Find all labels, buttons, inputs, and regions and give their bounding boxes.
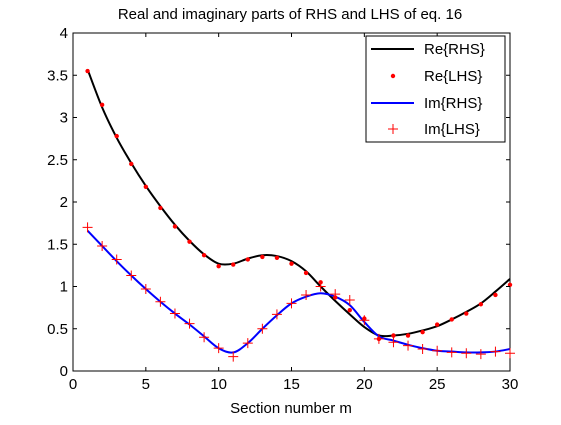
x-tick-label: 20 bbox=[356, 376, 373, 393]
data-point-plus bbox=[388, 337, 399, 348]
data-point-dot bbox=[478, 302, 484, 307]
data-point-plus bbox=[490, 346, 501, 357]
data-point-plus bbox=[111, 254, 122, 265]
data-point-dot bbox=[114, 133, 119, 139]
data-point-plus bbox=[359, 315, 370, 326]
data-point-dot bbox=[143, 184, 149, 189]
data-point-plus bbox=[505, 348, 515, 359]
data-point-dot bbox=[347, 307, 352, 313]
data-point-plus bbox=[301, 289, 312, 300]
y-tick-label: 3 bbox=[60, 110, 68, 127]
data-point-dot bbox=[85, 68, 90, 74]
y-tick-label: 1 bbox=[60, 279, 68, 296]
data-point-dot bbox=[216, 264, 221, 269]
x-tick-label: 30 bbox=[502, 376, 519, 393]
legend-box bbox=[365, 35, 506, 143]
data-point-dot bbox=[201, 253, 207, 258]
data-point-dot bbox=[129, 161, 134, 167]
y-tick-label: 2.5 bbox=[47, 152, 68, 169]
data-point-dot bbox=[507, 282, 513, 288]
x-tick-label: 5 bbox=[142, 376, 150, 393]
data-point-plus bbox=[403, 340, 414, 351]
data-point-dot bbox=[245, 257, 250, 262]
data-point-dot bbox=[172, 224, 178, 229]
y-tick-label: 1.5 bbox=[47, 236, 68, 253]
data-point-plus bbox=[199, 332, 210, 343]
data-point-dot bbox=[493, 292, 498, 298]
y-tick-label: 0 bbox=[60, 363, 68, 380]
data-point-plus bbox=[373, 333, 384, 344]
data-point-dot bbox=[464, 311, 469, 316]
legend-label: Re{LHS} bbox=[424, 68, 482, 85]
data-point-plus bbox=[330, 289, 341, 300]
series-relhs bbox=[85, 68, 513, 342]
data-point-plus bbox=[169, 308, 180, 319]
data-point-plus bbox=[344, 295, 355, 306]
data-point-plus bbox=[82, 222, 93, 233]
legend-swatch-dot bbox=[390, 73, 396, 79]
legend-label: Im{LHS} bbox=[424, 121, 480, 138]
data-point-plus bbox=[475, 349, 486, 360]
x-tick-label: 0 bbox=[69, 376, 77, 393]
chart-title: Real and imaginary parts of RHS and LHS … bbox=[118, 6, 462, 23]
y-tick-label: 4 bbox=[60, 25, 68, 42]
data-point-dot bbox=[99, 102, 105, 108]
legend-swatch-plus bbox=[388, 124, 398, 134]
data-point-dot bbox=[405, 333, 411, 338]
data-point-plus bbox=[97, 240, 108, 251]
series-layer bbox=[82, 68, 515, 362]
data-point-plus bbox=[461, 348, 472, 359]
y-tick-label: 3.5 bbox=[47, 67, 68, 84]
data-point-plus bbox=[257, 323, 268, 334]
legend: Re{RHS} Re{LHS} Im{RHS} Im{LHS} bbox=[365, 35, 506, 143]
data-point-plus bbox=[286, 298, 297, 309]
data-point-dot bbox=[434, 322, 440, 327]
data-point-dot bbox=[158, 205, 163, 211]
data-point-dot bbox=[260, 254, 265, 260]
x-tick-label: 25 bbox=[429, 376, 446, 393]
data-point-plus bbox=[242, 338, 253, 349]
x-tick-label: 15 bbox=[283, 376, 300, 393]
axes-layer: 0 5 10 15 20 25 30 0 0.5 1 1.5 2 2.5 3 3.5 4 bbox=[47, 25, 518, 393]
data-point-plus bbox=[446, 347, 457, 358]
data-point-plus bbox=[184, 318, 195, 329]
series-imlhs bbox=[82, 222, 515, 362]
data-point-plus bbox=[228, 351, 239, 362]
data-point-dot bbox=[289, 261, 294, 266]
data-point-dot bbox=[187, 239, 192, 244]
data-point-plus bbox=[140, 284, 151, 295]
data-point-plus bbox=[271, 309, 282, 320]
data-point-dot bbox=[231, 262, 236, 267]
data-point-dot bbox=[391, 333, 396, 338]
data-point-plus bbox=[126, 270, 137, 281]
data-point-plus bbox=[315, 281, 326, 292]
legend-label: Im{RHS} bbox=[424, 95, 482, 112]
data-point-dot bbox=[420, 329, 425, 335]
x-axis-label: Section number m bbox=[230, 400, 352, 417]
data-point-plus bbox=[213, 343, 224, 354]
y-tick-label: 2 bbox=[60, 194, 68, 211]
data-point-dot bbox=[449, 317, 454, 322]
data-point-plus bbox=[417, 344, 428, 355]
y-tick-label: 0.5 bbox=[47, 321, 68, 338]
data-point-dot bbox=[274, 255, 280, 260]
data-point-dot bbox=[303, 270, 309, 276]
x-tick-label: 10 bbox=[210, 376, 227, 393]
data-point-plus bbox=[432, 345, 443, 356]
legend-label: Re{RHS} bbox=[424, 41, 485, 58]
data-point-plus bbox=[155, 296, 166, 307]
